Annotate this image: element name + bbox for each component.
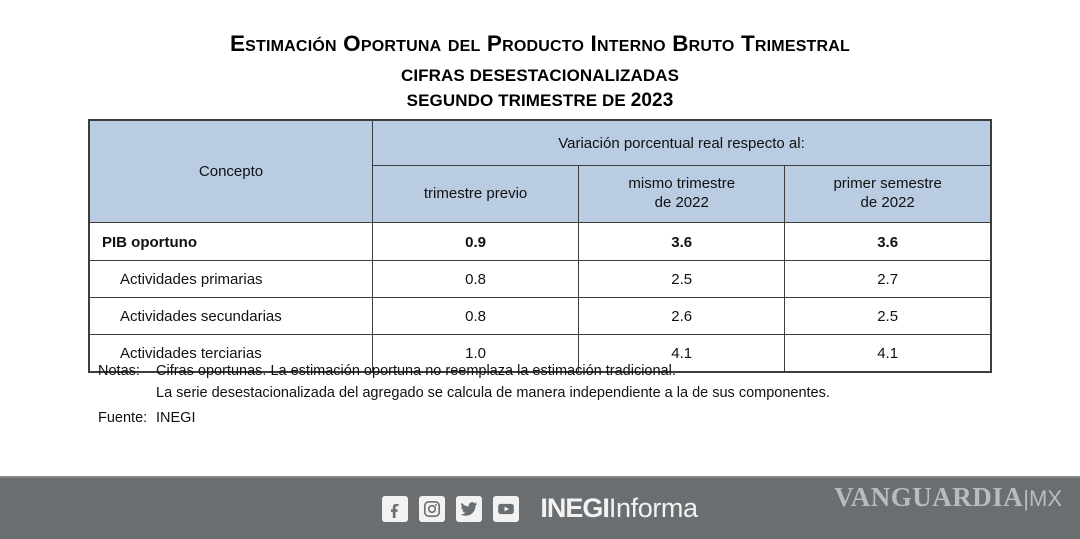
pib-table: Concepto Variación porcentual real respe… [88, 119, 992, 373]
cell-primarias-mismo-trimestre: 2.5 [578, 260, 786, 298]
cell-pib-primer-semestre: 3.6 [784, 222, 992, 261]
column-group-header: Variación porcentual real respecto al: [372, 119, 992, 166]
cell-terciarias-trimestre-previo: 1.0 [371, 334, 580, 373]
source-row: Fuente: INEGI [98, 407, 994, 429]
cell-secundarias-mismo-trimestre: 2.6 [578, 297, 786, 335]
pib-table-container: Concepto Variación porcentual real respe… [88, 119, 992, 373]
notes-block: Notas: Cifras oportunas. La estimación o… [98, 360, 994, 429]
row-label-actividades-primarias: Actividades primarias [88, 260, 373, 298]
source-label: Fuente: [98, 409, 148, 426]
column-header-primer-semestre-line2: de 2022 [860, 194, 915, 211]
column-header-mismo-trimestre: mismo trimestre de 2022 [578, 165, 786, 223]
instagram-icon[interactable] [419, 495, 446, 522]
inegi-informa-brand: INEGIInforma [540, 493, 698, 524]
note-line-2: La serie desestacionalizada del agregado… [156, 385, 830, 402]
row-label-actividades-secundarias: Actividades secundarias [88, 297, 373, 335]
cell-secundarias-primer-semestre: 2.5 [784, 297, 992, 335]
row-label-actividades-terciarias: Actividades terciarias [88, 334, 373, 373]
cell-pib-mismo-trimestre: 3.6 [578, 222, 786, 261]
watermark-suffix: |MX [1023, 486, 1062, 511]
column-header-primer-semestre-line1: primer semestre [833, 175, 942, 193]
cell-secundarias-trimestre-previo: 0.8 [371, 297, 580, 335]
notes-label: Notas: [98, 363, 140, 379]
subtitle-primary: CIFRAS DESESTACIONALIZADAS [400, 65, 680, 85]
cell-terciarias-primer-semestre: 4.1 [784, 334, 992, 373]
column-header-mismo-trimestre-line2: de 2022 [654, 194, 709, 211]
row-label-pib-oportuno: PIB oportuno [88, 222, 373, 261]
cell-primarias-primer-semestre: 2.7 [784, 260, 992, 298]
note-line-1: Cifras oportunas. La estimación oportuna… [156, 363, 676, 379]
source-value: INEGI [156, 409, 196, 426]
table-row: PIB oportuno 0.9 3.6 3.6 [88, 222, 992, 261]
column-header-primer-semestre: primer semestre de 2022 [784, 165, 992, 223]
footer-bar: INEGIInforma [0, 476, 1080, 539]
facebook-icon[interactable] [382, 495, 409, 522]
brand-inegi: INEGI [540, 493, 610, 523]
table-head-row-1: Concepto Variación porcentual real respe… [88, 119, 992, 223]
twitter-icon[interactable] [456, 495, 483, 522]
table-head-row-2: trimestre previo mismo trimestre de 2022… [89, 165, 992, 223]
cell-terciarias-mismo-trimestre: 4.1 [578, 334, 786, 373]
column-header-mismo-trimestre-line1: mismo trimestre [628, 175, 736, 193]
cell-pib-trimestre-previo: 0.9 [371, 222, 580, 261]
column-header-concepto: Concepto [88, 119, 373, 223]
cell-primarias-trimestre-previo: 0.8 [371, 260, 580, 298]
youtube-icon[interactable] [493, 495, 520, 522]
table-head: Concepto Variación porcentual real respe… [88, 119, 992, 223]
brand-informa: Informa [608, 493, 698, 523]
table-row: Actividades secundarias 0.8 2.6 2.5 [88, 297, 992, 335]
subtitle-secondary-text: SEGUNDO TRIMESTRE DE [406, 91, 631, 111]
subtitle-year: 2023 [630, 90, 674, 112]
title-block: Estimación Oportuna del Producto Interno… [0, 0, 1080, 112]
subtitle-secondary: SEGUNDO TRIMESTRE DE 2023 [0, 90, 1080, 112]
page-title: Estimación Oportuna del Producto Interno… [229, 31, 851, 56]
table-row: Actividades primarias 0.8 2.5 2.7 [88, 260, 992, 298]
table-row: Actividades terciarias 1.0 4.1 4.1 [88, 334, 992, 373]
note-first-row: Notas: Cifras oportunas. La estimación o… [98, 360, 994, 382]
watermark-name: VANGUARDIA [834, 482, 1024, 512]
footer-content: INEGIInforma [0, 478, 1080, 539]
vanguardia-watermark: VANGUARDIA|MX [834, 482, 1062, 513]
column-header-trimestre-previo: trimestre previo [371, 165, 580, 223]
table-body: PIB oportuno 0.9 3.6 3.6 Actividades pri… [88, 222, 992, 373]
